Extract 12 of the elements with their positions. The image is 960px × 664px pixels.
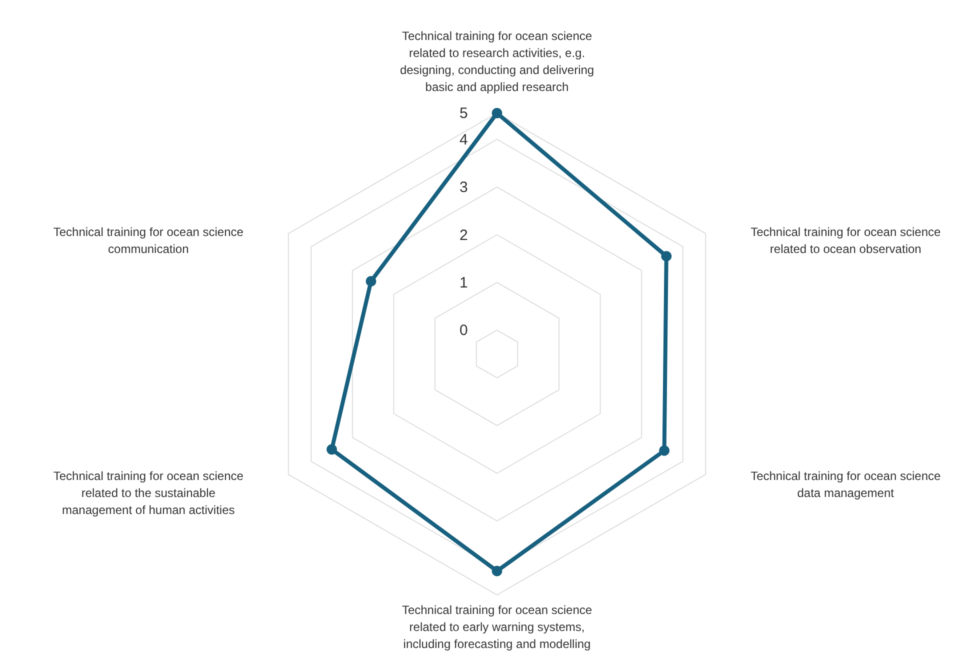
spoke-label: Technical training for ocean science related to early warning systems, including forecasting and modelling (402, 602, 592, 651)
spoke-label: Technical training for ocean science related to the sustainable management of human activities (53, 468, 244, 517)
y-tick-label: 5 (459, 105, 468, 122)
spoke-label: Technical training for ocean science communication (53, 225, 244, 256)
spoke-label: Technical training for ocean science related to research activities, e.g. designing, conducting and delivering basic and applied research (400, 29, 594, 94)
y-tick-label: 3 (459, 179, 468, 196)
spoke-label: Technical training for ocean science related to ocean observation (750, 225, 941, 256)
y-tick-label: 2 (459, 226, 468, 244)
spoke-label: Technical training for ocean science data management (750, 468, 941, 500)
y-tick-label: 4 (459, 131, 468, 148)
y-tick-label: 0 (459, 322, 468, 340)
y-tick-label: 1 (459, 274, 468, 292)
